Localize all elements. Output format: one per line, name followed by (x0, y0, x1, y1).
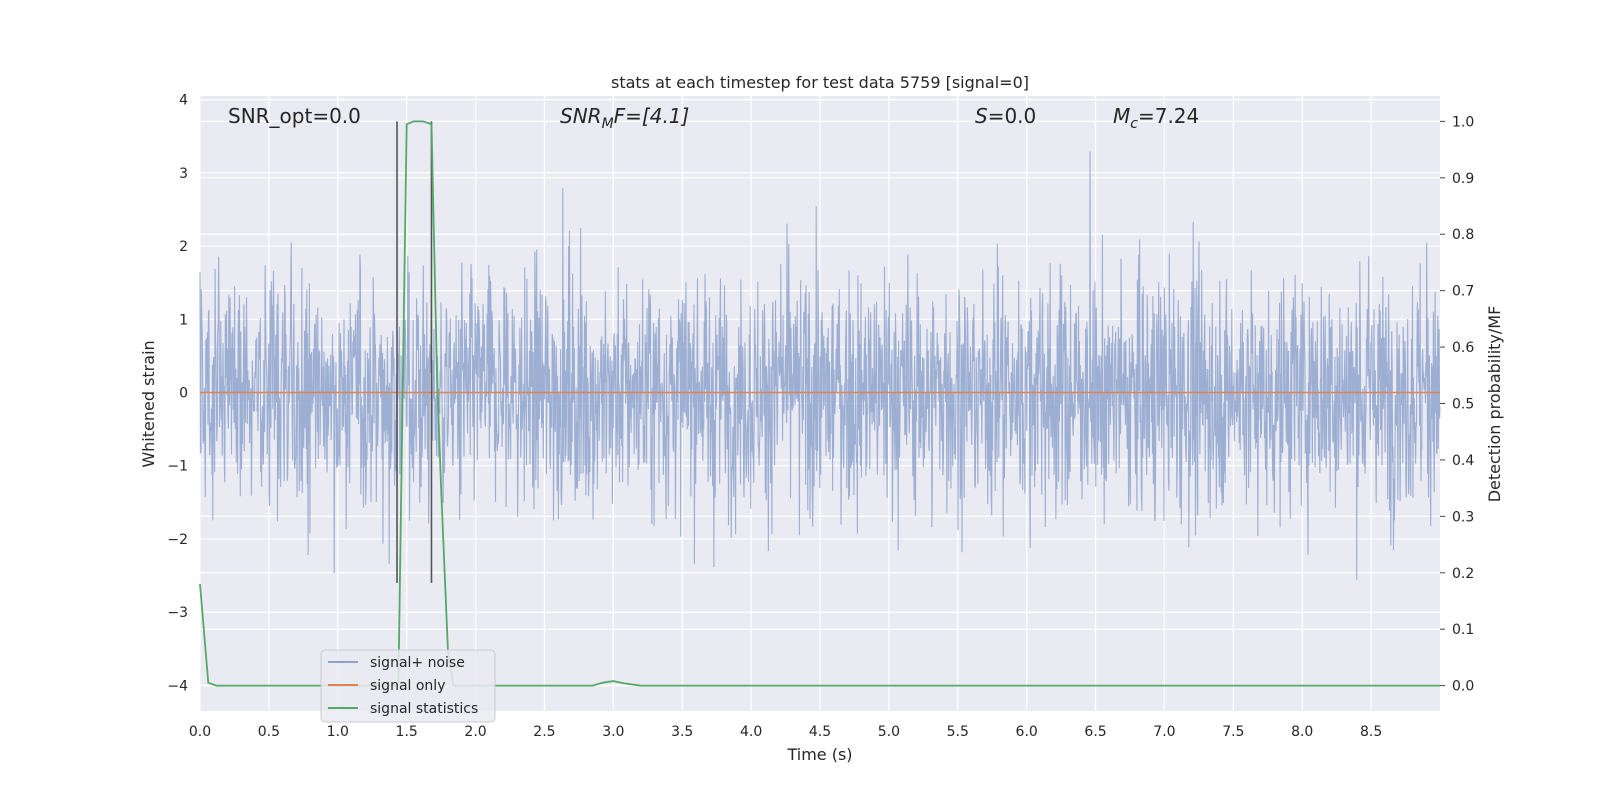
x-tick-label: 5.0 (878, 724, 900, 740)
s-main: S (975, 104, 988, 128)
x-tick-label: 1.0 (327, 724, 349, 740)
x-tick-label: 0.5 (258, 724, 280, 740)
x-tick-label: 4.0 (740, 724, 762, 740)
y-axis-label-right: Detection probability/MF (1485, 306, 1504, 503)
y-tick-label-left: 2 (179, 239, 188, 255)
x-tick-label: 2.5 (533, 724, 555, 740)
legend-box (320, 649, 496, 723)
y-tick-label-right: 0.0 (1452, 679, 1474, 695)
snr-mf-sub: M (602, 116, 614, 132)
y-tick-label-right: 0.7 (1452, 284, 1474, 300)
s-rest: =0.0 (988, 104, 1037, 128)
y-tick-label-left: −2 (167, 532, 188, 548)
mc-main: M (1113, 104, 1130, 128)
y-tick-label-right: 0.4 (1452, 453, 1474, 469)
x-tick-label: 6.5 (1084, 724, 1106, 740)
y-tick-label-left: 4 (179, 93, 188, 109)
tick-labels: 0.0 0.5 1.0 1.5 2.0 2.5 3.0 3.5 4.0 4.5 5.0 5.5 6.0 6… (167, 93, 1474, 740)
legend-label-signal-noise: signal+ noise (370, 655, 465, 671)
annotation-s: S=0.0 (975, 104, 1036, 128)
signal-noise-line (199, 151, 1441, 580)
x-tick-label: 8.0 (1291, 724, 1313, 740)
y-tick-label-left: −4 (167, 678, 188, 694)
snr-mf-main: SNR (560, 104, 602, 128)
mc-sub: c (1130, 116, 1138, 132)
chart-title: stats at each timestep for test data 575… (611, 73, 1029, 92)
legend-label-signal-only: signal only (370, 678, 445, 694)
x-tick-label: 5.5 (947, 724, 969, 740)
x-tick-label: 0.0 (189, 724, 211, 740)
annotation-snr-opt: SNR_opt=0.0 (228, 104, 361, 128)
annotation-snr-mf: SNRMF=[4.1] (560, 104, 689, 132)
y-tick-label-right: 0.3 (1452, 509, 1474, 525)
y-tick-label-left: 3 (179, 166, 188, 182)
x-tick-label: 1.5 (396, 724, 418, 740)
y-tick-label-right: 0.9 (1452, 171, 1474, 187)
snr-mf-rest: F=[4.1] (614, 104, 690, 128)
y-tick-label-left: 1 (179, 312, 188, 328)
x-axis-label: Time (s) (786, 745, 852, 764)
y-axis-label-left: Whitened strain (139, 340, 158, 467)
signal-noise-series (199, 151, 1441, 580)
x-tick-label: 2.0 (464, 724, 486, 740)
y-tick-label-right: 1.0 (1452, 114, 1474, 130)
legend: signal+ noise signal only signal statist… (320, 649, 496, 723)
y-tick-label-right: 0.1 (1452, 622, 1474, 638)
x-tick-label: 3.5 (671, 724, 693, 740)
y-tick-label-left: 0 (179, 386, 188, 402)
y-tick-label-right: 0.8 (1452, 227, 1474, 243)
x-tick-label: 7.5 (1222, 724, 1244, 740)
y-tick-label-left: −3 (167, 605, 188, 621)
x-tick-label: 4.5 (809, 724, 831, 740)
y-tick-label-right: 0.5 (1452, 397, 1474, 413)
y-tick-label-left: −1 (167, 459, 188, 475)
legend-label-signal-statistics: signal statistics (370, 701, 478, 717)
y-tick-label-right: 0.2 (1452, 566, 1474, 582)
x-tick-label: 6.0 (1016, 724, 1038, 740)
y-tick-label-right: 0.6 (1452, 340, 1474, 356)
mc-rest: =7.24 (1138, 104, 1199, 128)
annotation-mc: Mc=7.24 (1113, 104, 1199, 132)
x-tick-label: 7.0 (1153, 724, 1175, 740)
x-tick-label: 3.0 (602, 724, 624, 740)
x-tick-label: 8.5 (1360, 724, 1382, 740)
